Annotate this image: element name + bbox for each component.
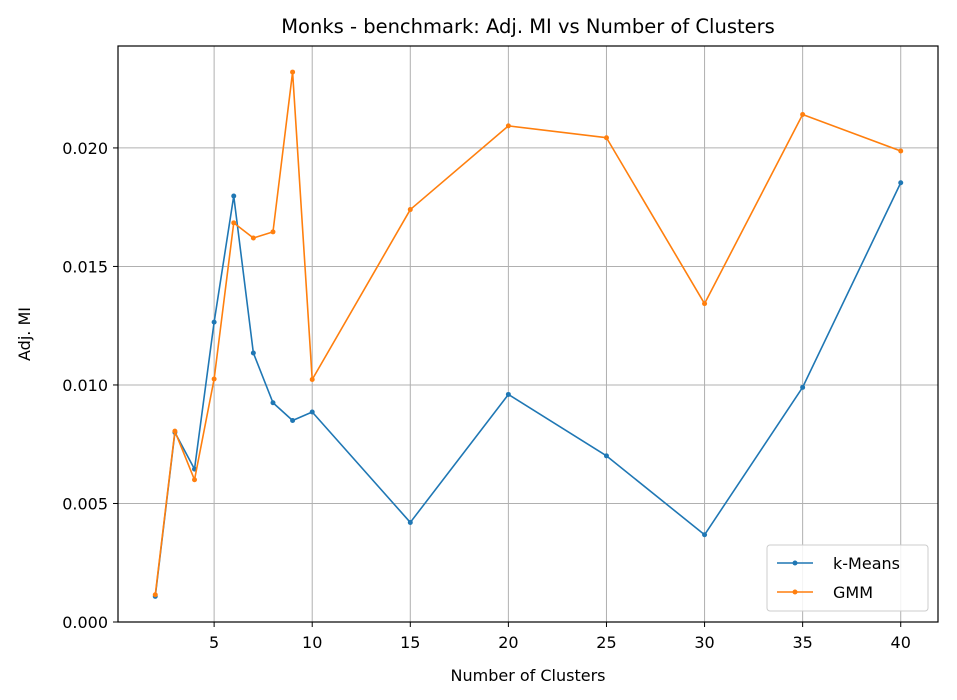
legend-gmm-label: GMM: [833, 583, 873, 602]
legend-box: [766, 544, 929, 612]
data-point-gmm: [270, 229, 276, 235]
data-point-gmm: [407, 207, 413, 213]
x-tick-label: 5: [209, 633, 219, 652]
data-point-k-means: [290, 418, 296, 424]
data-point-k-means: [898, 180, 904, 186]
data-point-gmm: [898, 148, 904, 154]
data-point-gmm: [172, 428, 178, 434]
legend-kmeans-label: k-Means: [833, 554, 900, 573]
x-tick-label: 40: [891, 633, 911, 652]
legend-gmm-marker: [792, 589, 798, 595]
data-point-gmm: [309, 377, 315, 383]
data-point-gmm: [192, 477, 198, 483]
data-point-gmm: [800, 112, 806, 118]
data-point-gmm: [231, 220, 237, 226]
x-tick-label: 35: [792, 633, 812, 652]
y-tick-label: 0.000: [62, 613, 108, 632]
data-point-gmm: [250, 235, 256, 241]
data-point-k-means: [270, 400, 276, 406]
y-tick-label: 0.005: [62, 494, 108, 513]
data-point-k-means: [603, 453, 609, 459]
data-point-gmm: [211, 376, 217, 382]
data-point-gmm: [505, 123, 511, 129]
data-point-gmm: [603, 135, 609, 141]
data-point-gmm: [152, 592, 158, 598]
data-point-gmm: [702, 301, 708, 307]
y-tick-label: 0.015: [62, 257, 108, 276]
series-gmm: [152, 69, 904, 598]
plot-frame: [117, 45, 939, 623]
data-point-k-means: [231, 193, 237, 199]
data-point-k-means: [800, 384, 806, 390]
y-tick-label: 0.010: [62, 376, 108, 395]
x-tick-label: 20: [498, 633, 518, 652]
data-point-k-means: [309, 409, 315, 415]
y-axis-label: Adj. MI: [15, 307, 34, 361]
data-point-k-means: [407, 519, 413, 525]
y-tick-label: 0.020: [62, 139, 108, 158]
x-tick-label: 15: [400, 633, 420, 652]
data-point-k-means: [211, 319, 217, 325]
x-tick-label: 25: [596, 633, 616, 652]
x-axis-label: Number of Clusters: [451, 666, 606, 685]
series-layer: [152, 69, 904, 599]
x-tick-label: 10: [302, 633, 322, 652]
data-point-gmm: [290, 69, 296, 75]
chart-title: Monks - benchmark: Adj. MI vs Number of …: [281, 15, 775, 38]
legend: k-Means GMM: [766, 544, 929, 612]
x-tick-label: 30: [694, 633, 714, 652]
data-point-k-means: [250, 350, 256, 356]
ticks: 5 10 15 20 25 30 35 40 0.000 0.005 0.010 0.015 0.020: [62, 139, 911, 652]
legend-kmeans-marker: [792, 560, 798, 566]
data-point-k-means: [505, 391, 511, 397]
data-point-k-means: [702, 532, 708, 538]
